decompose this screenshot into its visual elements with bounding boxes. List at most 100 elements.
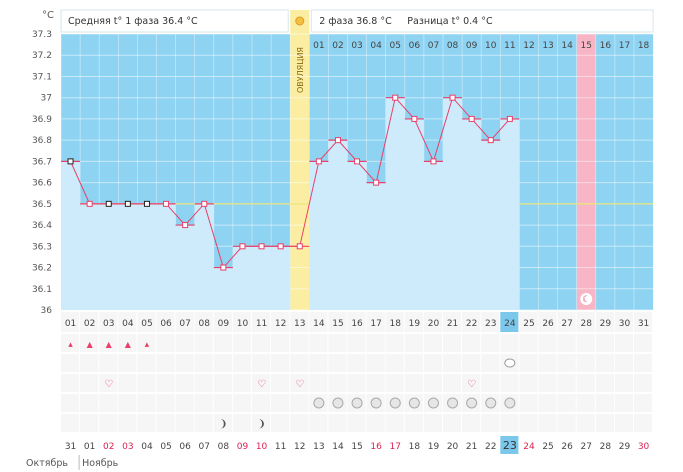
symbol-cell [481,354,500,372]
temperature-point-day-19[interactable] [411,115,418,122]
symbol-cell [347,354,366,372]
cycle-day-label: 05 [141,319,152,329]
y-tick-label: 36.6 [32,179,52,189]
symbol-cell [99,414,118,432]
symbol-cell [481,414,500,432]
cycle-day-cell [576,312,595,332]
cycle-day-cell [271,312,290,332]
cycle-day-label: 19 [409,319,421,329]
cycle-day-label: 11 [256,319,267,329]
phase2-day-label: 02 [332,41,343,51]
symbol-cell [194,374,213,392]
symbol-cell [137,334,156,352]
calendar-date: 02 [103,442,114,452]
calendar-date: 16 [370,442,382,452]
temperature-point-day-21[interactable] [449,94,456,101]
calendar-date: 15 [351,442,362,452]
pill-icon [408,397,420,409]
symbol-cell [634,414,653,432]
symbol-cell [156,414,175,432]
symbol-cell [328,334,347,352]
temperature-point-day-22[interactable] [468,115,475,122]
y-tick-label: 37 [41,94,52,104]
temperature-point-day-10[interactable] [239,243,246,250]
symbol-cell [328,374,347,392]
symbol-cell [595,414,614,432]
symbol-cell [290,394,309,412]
symbol-cell [404,374,423,392]
spiral-icon: ❩ [257,419,265,430]
temperature-point-day-07[interactable] [182,222,189,229]
temperature-point-day-06[interactable] [163,200,170,207]
symbol-cell [481,334,500,352]
calendar-date: 17 [390,442,401,452]
phase2-day-label: 03 [351,41,362,51]
temperature-point-day-12[interactable] [277,243,284,250]
pill-icon [351,397,363,409]
phase2-day-label: 06 [409,41,421,51]
symbol-cell [366,334,385,352]
symbol-cell [328,354,347,372]
cycle-day-cell [481,312,500,332]
cycle-day-label: 02 [84,319,95,329]
temperature-point-day-13[interactable] [296,243,303,250]
temperature-point-day-09[interactable] [220,264,227,271]
cycle-day-cell [614,312,633,332]
calendar-date: 01 [84,442,95,452]
symbol-cell [538,394,557,412]
temperature-point-day-18[interactable] [392,94,399,101]
symbol-cell [462,354,481,372]
symbol-cell [347,414,366,432]
cycle-day-cell [462,312,481,332]
temperature-point-day-23[interactable] [487,137,494,144]
temperature-point-day-05[interactable] [143,200,150,207]
temperature-point-day-20[interactable] [430,158,437,165]
symbol-cell [118,394,137,412]
cycle-day-cell [538,312,557,332]
cycle-day-label: 31 [638,319,649,329]
drop-icon: ▲ [106,340,113,349]
symbol-cell [423,354,442,372]
drop-icon: ▴ [145,340,150,350]
cycle-day-cell [423,312,442,332]
drop-icon: ▴ [68,340,73,350]
symbol-cell [309,334,328,352]
temperature-bar-day-12 [271,246,291,310]
heart-icon: ♡ [257,379,266,390]
symbol-cell [213,374,232,392]
symbol-cell [118,334,137,352]
temperature-point-day-02[interactable] [86,200,93,207]
period-column [576,34,596,310]
symbol-cell [232,334,251,352]
calendar-date: 21 [466,442,477,452]
temperature-point-day-16[interactable] [354,158,361,165]
symbol-cell [80,414,99,432]
symbol-cell [271,394,290,412]
symbol-cell [99,334,118,352]
symbol-cell [538,374,557,392]
pill-icon [466,397,478,409]
y-tick-label: 36.5 [32,200,52,210]
calendar-date: 09 [237,442,249,452]
temperature-point-day-08[interactable] [201,200,208,207]
symbol-cell [443,414,462,432]
cycle-day-cell [500,312,519,332]
symbol-cell [576,414,595,432]
symbol-cell [404,414,423,432]
temperature-point-day-24[interactable] [506,115,513,122]
symbol-cell [99,394,118,412]
calendar-date: 10 [256,442,268,452]
temperature-bar-day-08 [194,203,214,310]
symbol-cell [557,374,576,392]
temperature-point-day-17[interactable] [373,179,380,186]
temperature-point-day-14[interactable] [315,158,322,165]
temperature-bar-day-02 [80,203,100,310]
temperature-point-day-15[interactable] [334,137,341,144]
y-tick-label: 36.3 [32,242,52,252]
temperature-point-day-11[interactable] [258,243,265,250]
temperature-point-day-03[interactable] [105,200,112,207]
symbol-cell [99,374,118,392]
temperature-point-day-01[interactable] [67,158,74,165]
temperature-point-day-04[interactable] [124,200,131,207]
cycle-day-cell [99,312,118,332]
